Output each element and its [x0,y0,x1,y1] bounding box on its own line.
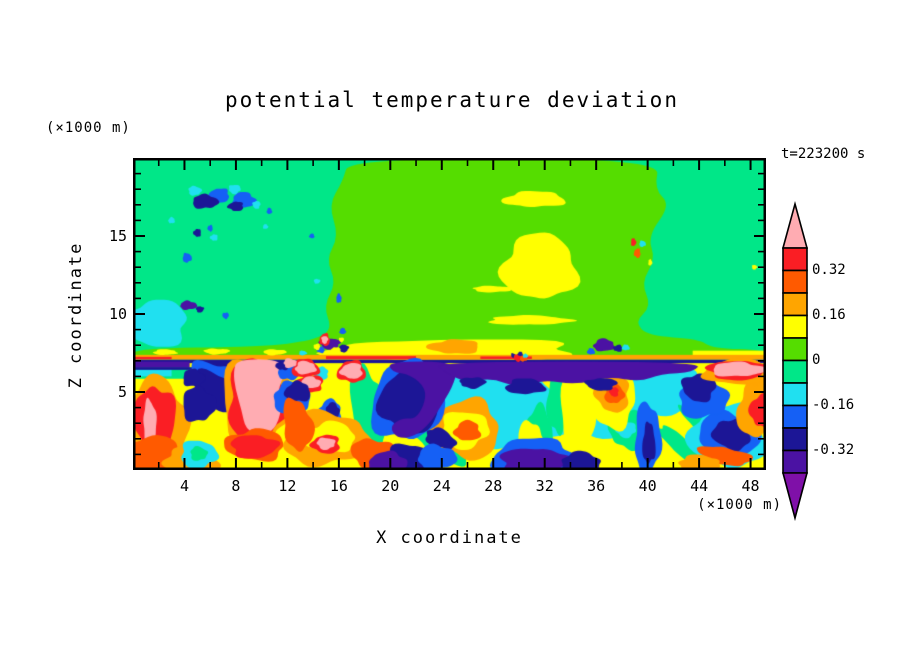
x-axis-title: X coordinate [376,528,523,548]
colorbar [781,200,809,522]
colorbar-box [782,337,808,362]
colorbar-box [782,314,808,339]
x-tick-label: 36 [587,477,606,495]
colorbar-tick-label: 0.32 [812,261,846,278]
colorbar-tick-label: -0.32 [812,441,855,458]
z-tick-label: 15 [108,227,127,245]
colorbar-tick-label: 0.16 [812,306,846,323]
colorbar-box [782,382,808,407]
x-axis-unit-label: (×1000 m) [697,497,782,513]
contour-field-canvas [133,158,766,470]
plot-title: potential temperature deviation [225,88,679,112]
z-tick-label: 10 [108,305,127,323]
z-tick-label: 5 [117,383,127,401]
x-tick-label: 20 [381,477,400,495]
x-tick-label: 48 [741,477,760,495]
x-tick-label: 8 [231,477,241,495]
colorbar-tick-label: -0.16 [812,396,855,413]
colorbar-arrow [781,472,809,522]
x-tick-label: 12 [278,477,297,495]
y-axis-unit-label: (×1000 m) [46,120,131,136]
x-tick-label: 32 [535,477,554,495]
colorbar-arrow [781,200,809,249]
x-tick-label: 16 [329,477,348,495]
x-tick-label: 28 [484,477,503,495]
time-stamp-label: t=223200 s [781,146,866,162]
x-tick-label: 40 [638,477,657,495]
colorbar-box [782,269,808,294]
colorbar-tick-label: 0 [812,351,821,368]
x-tick-label: 4 [179,477,189,495]
colorbar-box [782,359,808,384]
z-axis-title: Z coordinate [66,241,86,389]
colorbar-box [782,427,808,452]
x-tick-label: 44 [690,477,709,495]
colorbar-box [782,449,808,474]
colorbar-box [782,404,808,429]
colorbar-box [782,247,808,272]
x-tick-label: 24 [432,477,451,495]
colorbar-box [782,292,808,317]
